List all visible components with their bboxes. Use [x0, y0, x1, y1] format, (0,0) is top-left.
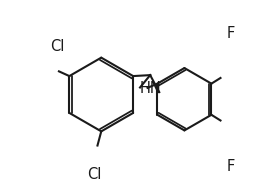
Text: F: F [227, 26, 235, 41]
Text: F: F [227, 159, 235, 174]
Text: HN: HN [140, 81, 162, 96]
Text: Cl: Cl [87, 167, 101, 182]
Text: Cl: Cl [51, 39, 65, 54]
